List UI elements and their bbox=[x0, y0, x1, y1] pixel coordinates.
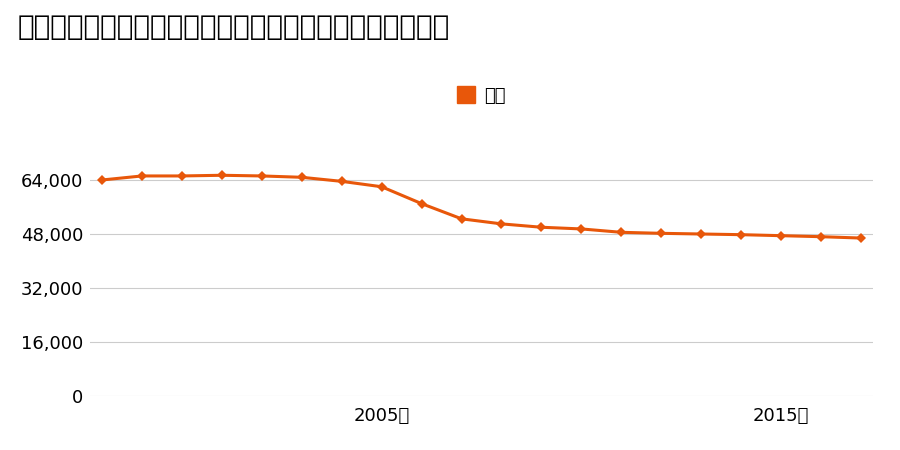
Legend: 価格: 価格 bbox=[457, 86, 506, 105]
Text: 大分県大分市大字光吉字仏ノ迫１４５６番７７の地価推移: 大分県大分市大字光吉字仏ノ迫１４５６番７７の地価推移 bbox=[18, 14, 450, 41]
